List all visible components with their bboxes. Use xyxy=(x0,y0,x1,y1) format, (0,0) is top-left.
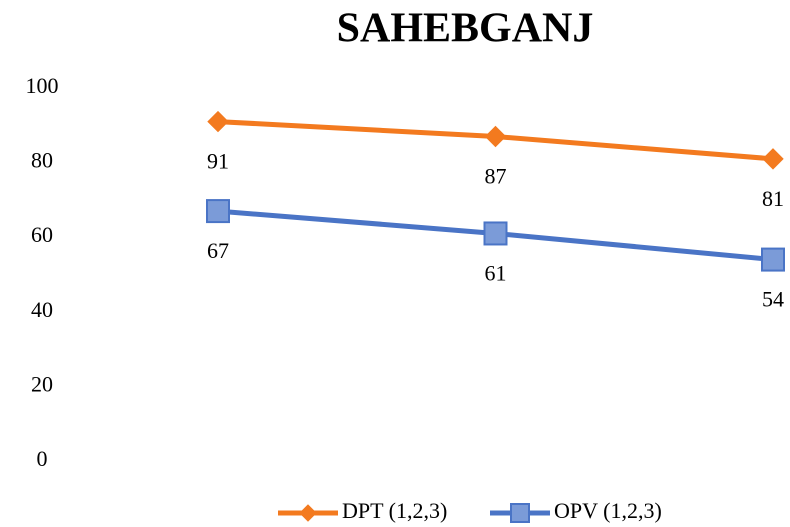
data-label: 67 xyxy=(207,238,229,263)
y-tick-label: 0 xyxy=(37,446,48,471)
marker xyxy=(484,125,507,148)
y-tick-label: 80 xyxy=(31,148,53,173)
marker xyxy=(299,504,317,522)
y-tick-label: 60 xyxy=(31,222,53,247)
data-label: 61 xyxy=(485,261,507,286)
marker xyxy=(762,148,784,170)
y-tick-label: 100 xyxy=(26,73,59,98)
legend-label: OPV (1,2,3) xyxy=(554,498,662,523)
chart-title: SAHEBGANJ xyxy=(337,6,594,52)
marker xyxy=(483,221,508,246)
marker xyxy=(761,247,785,272)
data-label: 87 xyxy=(485,164,507,189)
data-label: 81 xyxy=(762,186,784,211)
data-label: 54 xyxy=(762,287,784,312)
y-tick-label: 40 xyxy=(31,297,53,322)
data-label: 91 xyxy=(207,149,229,174)
legend-label: DPT (1,2,3) xyxy=(342,498,447,523)
marker xyxy=(207,110,229,133)
y-tick-label: 20 xyxy=(31,371,53,396)
marker xyxy=(206,199,230,224)
marker xyxy=(510,503,530,523)
